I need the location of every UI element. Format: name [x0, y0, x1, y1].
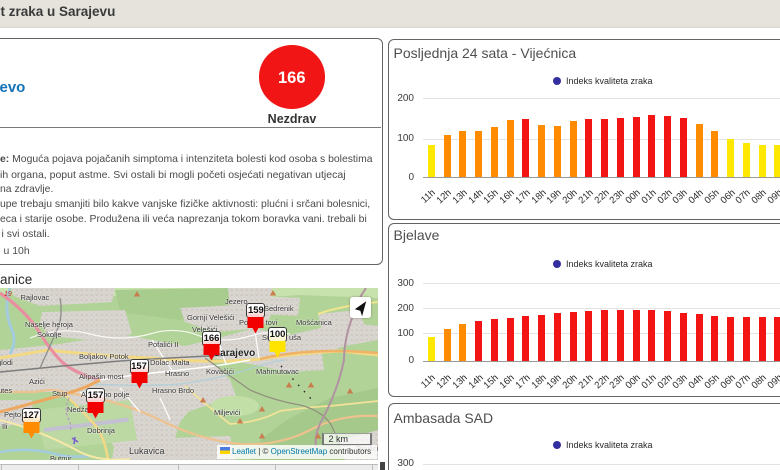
svg-text:19: 19 — [4, 291, 12, 298]
